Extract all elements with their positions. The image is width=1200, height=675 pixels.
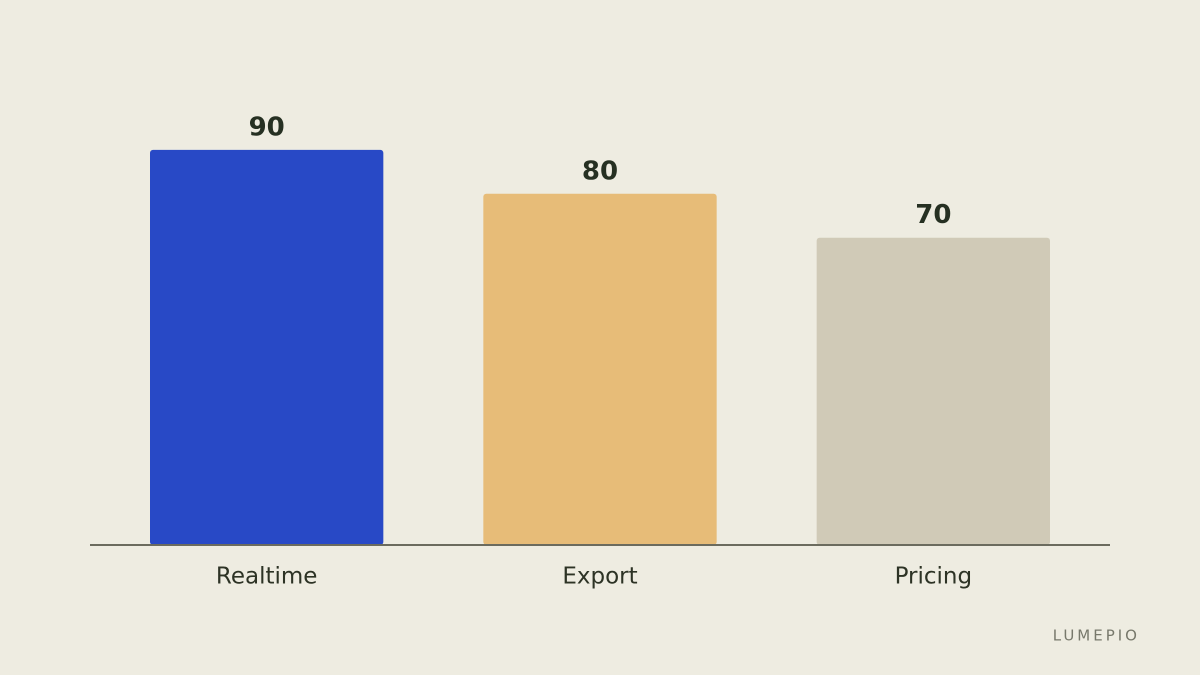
x-tick-label: Export <box>562 564 637 590</box>
bar <box>483 193 717 546</box>
bar <box>150 149 384 545</box>
value-label: 80 <box>582 156 618 186</box>
value-label: 90 <box>249 112 285 142</box>
brand: LUMEPIO <box>1053 627 1140 645</box>
x-tick-label: Pricing <box>895 564 973 590</box>
bar <box>816 237 1050 545</box>
value-label: 70 <box>915 200 951 230</box>
x-tick-label: Realtime <box>216 564 318 590</box>
